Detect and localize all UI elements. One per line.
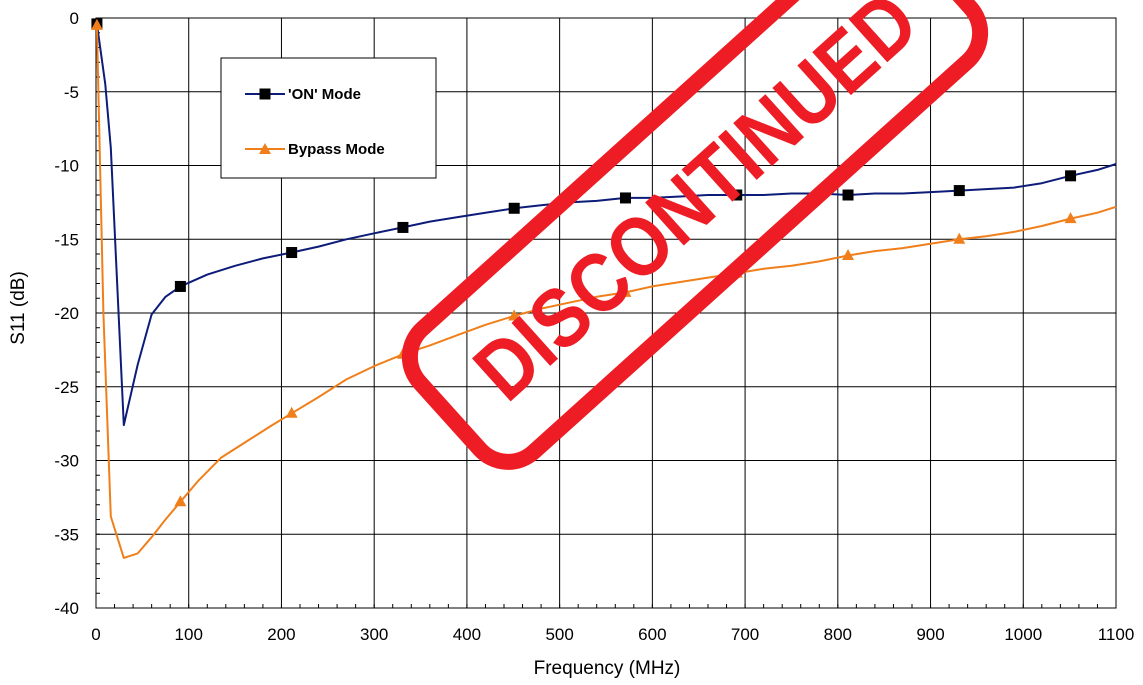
point-marker-on-mode bbox=[953, 185, 965, 197]
point-marker-on-mode bbox=[1065, 170, 1077, 182]
y-axis-title: S11 (dB) bbox=[8, 271, 29, 345]
x-tick-label: 400 bbox=[453, 625, 481, 644]
point-marker-on-mode bbox=[174, 280, 186, 292]
y-tick-label: -15 bbox=[54, 230, 79, 249]
y-tick-label: -40 bbox=[54, 599, 79, 618]
x-tick-label: 700 bbox=[731, 625, 759, 644]
plot-frame bbox=[95, 17, 1117, 609]
y-tick-label: -10 bbox=[54, 157, 79, 176]
x-tick-label: 600 bbox=[638, 625, 666, 644]
point-marker-on-mode bbox=[842, 189, 854, 201]
point-marker-on-mode bbox=[286, 247, 298, 259]
legend-swatch-bypass-mode-marker bbox=[259, 143, 271, 154]
x-tick-label: 200 bbox=[267, 625, 295, 644]
point-marker-bypass-mode bbox=[1064, 212, 1077, 224]
legend-label-bypass-mode: Bypass Mode bbox=[288, 141, 385, 158]
x-tick-labels: 0 100 200 300 400 500 600 700 800 900 1000 1100 bbox=[91, 625, 1134, 644]
y-tick-label: -30 bbox=[54, 452, 79, 471]
y-tick-label: -20 bbox=[54, 304, 79, 323]
stamp-border bbox=[401, 0, 989, 470]
x-tick-label: 100 bbox=[175, 625, 203, 644]
legend-label-on-mode: 'ON' Mode bbox=[288, 86, 361, 103]
point-marker-bypass-mode bbox=[174, 495, 187, 507]
x-tick-label: 1000 bbox=[1004, 625, 1042, 644]
x-axis-title: Frequency (MHz) bbox=[534, 658, 681, 679]
x-tick-label: 800 bbox=[824, 625, 852, 644]
y-tick-labels: 0 -5 -10 -15 -20 -25 -30 -35 -40 bbox=[54, 9, 79, 618]
point-marker-on-mode bbox=[619, 192, 631, 204]
point-marker-bypass-mode bbox=[842, 248, 855, 260]
x-tick-label: 500 bbox=[545, 625, 573, 644]
point-marker-bypass-mode bbox=[90, 18, 103, 30]
y-tick-label: -5 bbox=[64, 83, 79, 102]
point-marker-bypass-mode bbox=[508, 309, 521, 321]
point-marker-bypass-mode bbox=[953, 232, 966, 244]
point-marker-on-mode bbox=[508, 202, 520, 214]
point-marker-bypass-mode bbox=[619, 285, 632, 297]
y-tick-label: -25 bbox=[54, 378, 79, 397]
legend-box bbox=[220, 57, 437, 179]
point-marker-on-mode bbox=[731, 189, 743, 201]
y-tick-label: 0 bbox=[70, 9, 79, 28]
legend: 'ON' Mode Bypass Mode bbox=[220, 57, 437, 179]
point-marker-bypass-mode bbox=[285, 406, 298, 418]
x-tick-label: 300 bbox=[360, 625, 388, 644]
x-tick-label: 900 bbox=[916, 625, 944, 644]
y-tick-label: -35 bbox=[54, 525, 79, 544]
point-marker-on-mode bbox=[397, 221, 409, 233]
legend-swatch-on-mode-marker bbox=[259, 88, 271, 100]
x-tick-label: 0 bbox=[91, 625, 100, 644]
x-tick-label: 1100 bbox=[1098, 625, 1135, 644]
minor-ticks bbox=[95, 17, 1117, 609]
